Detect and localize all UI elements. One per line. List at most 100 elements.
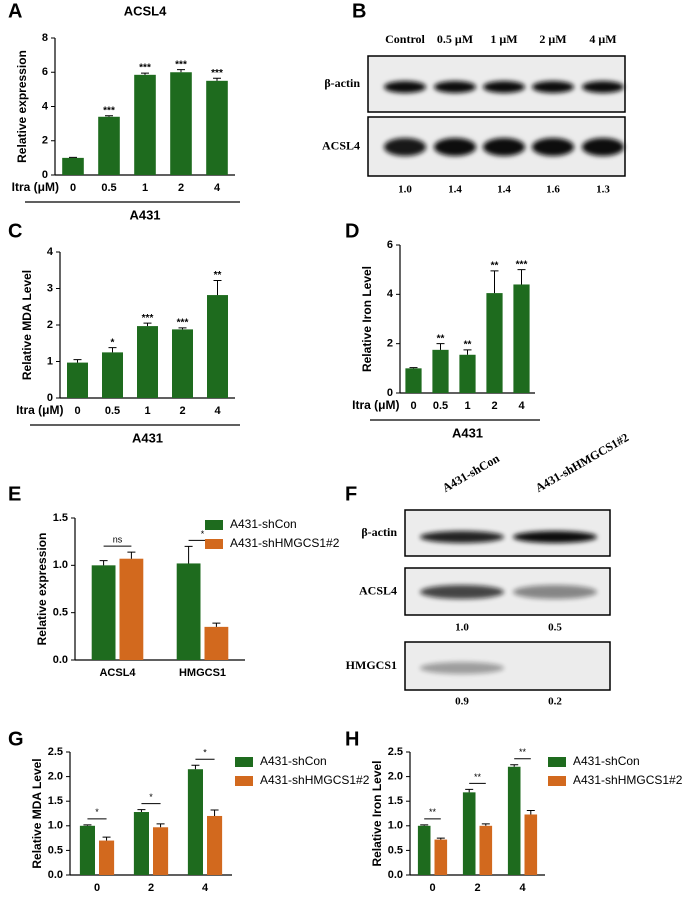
band-quantification: 1.6 bbox=[546, 184, 560, 196]
lane-label: 0.5 μM bbox=[437, 32, 473, 46]
bar bbox=[513, 284, 530, 393]
error-bar bbox=[465, 788, 474, 793]
error-bar bbox=[127, 551, 136, 559]
comparison-label: * bbox=[201, 529, 205, 539]
error-bar bbox=[137, 809, 146, 813]
blot-band bbox=[581, 81, 625, 93]
error-bar bbox=[210, 809, 219, 816]
legend-swatch bbox=[548, 776, 566, 786]
legend-label: A431-shHMGCS1#2 bbox=[260, 773, 370, 787]
error-bar bbox=[409, 367, 418, 369]
panel-label: E bbox=[8, 483, 21, 505]
blot-band bbox=[512, 531, 598, 543]
bar bbox=[119, 558, 144, 660]
bar bbox=[187, 769, 203, 875]
x-tick-label: 4 bbox=[519, 882, 526, 894]
bar bbox=[153, 827, 169, 875]
y-tick-label: 0 bbox=[47, 392, 53, 404]
bar bbox=[462, 792, 476, 875]
y-tick-label: 0.5 bbox=[53, 607, 68, 619]
y-tick-label: 3 bbox=[47, 282, 53, 294]
significance-label: *** bbox=[516, 259, 528, 270]
x-tick-label: 0 bbox=[410, 400, 416, 412]
x-axis-label: Itra (μM) bbox=[12, 180, 59, 194]
x-tick-label: 0.5 bbox=[105, 405, 120, 417]
error-bar bbox=[143, 322, 152, 327]
y-tick-label: 0.0 bbox=[48, 869, 63, 881]
error-bar bbox=[178, 327, 187, 330]
error-bar bbox=[212, 622, 221, 627]
error-bar bbox=[73, 359, 82, 363]
group-label: A431 bbox=[452, 425, 483, 440]
y-tick-label: 2.0 bbox=[388, 771, 403, 783]
x-tick-label: 4 bbox=[518, 400, 525, 412]
x-tick-label: 1 bbox=[464, 400, 470, 412]
y-tick-label: 0 bbox=[42, 169, 48, 181]
y-tick-label: 6 bbox=[42, 66, 48, 78]
x-tick-label: 2 bbox=[474, 882, 480, 894]
comparison-label: ** bbox=[519, 747, 527, 757]
bar bbox=[207, 815, 223, 875]
error-bar bbox=[99, 560, 108, 566]
group-label: A431 bbox=[132, 430, 163, 445]
bar bbox=[91, 565, 116, 660]
bar bbox=[172, 329, 193, 398]
x-axis-label: Itra (μM) bbox=[16, 403, 63, 417]
comparison-label: ns bbox=[113, 534, 123, 544]
panel-label: F bbox=[345, 483, 357, 505]
error-bar bbox=[436, 837, 445, 840]
panel-label: C bbox=[8, 220, 22, 242]
y-tick-label: 4 bbox=[42, 100, 49, 112]
x-tick-label: 2 bbox=[179, 405, 185, 417]
legend-swatch bbox=[205, 520, 223, 530]
blot-band bbox=[383, 138, 427, 156]
band-quantification: 1.3 bbox=[596, 184, 610, 196]
band-quantification: 0.9 bbox=[455, 696, 469, 708]
error-bar bbox=[102, 836, 111, 841]
band-quantification: 1.4 bbox=[497, 184, 511, 196]
significance-label: *** bbox=[211, 68, 223, 79]
bar bbox=[99, 840, 115, 875]
blot-band bbox=[383, 81, 427, 93]
comparison-label: ** bbox=[474, 772, 482, 782]
lane-label: 1 μM bbox=[490, 32, 517, 46]
legend-swatch bbox=[548, 757, 566, 767]
legend-label: A431-shHMGCS1#2 bbox=[230, 536, 340, 550]
legend-swatch bbox=[235, 757, 253, 767]
error-bar bbox=[69, 156, 77, 158]
y-tick-label: 2.5 bbox=[48, 746, 63, 758]
y-axis-label: Relative MDA Level bbox=[20, 270, 34, 380]
y-tick-label: 1.5 bbox=[388, 795, 403, 807]
band-quantification: 0.2 bbox=[548, 696, 562, 708]
bar bbox=[134, 74, 156, 175]
error-bar bbox=[141, 72, 149, 75]
error-bar bbox=[156, 823, 165, 828]
error-bar bbox=[510, 764, 519, 767]
group-label: A431 bbox=[129, 207, 160, 222]
bar bbox=[459, 354, 476, 393]
legend-swatch bbox=[205, 539, 223, 549]
comparison-label: ** bbox=[429, 807, 437, 817]
band-quantification: 1.0 bbox=[455, 622, 469, 634]
x-tick-label: 2 bbox=[178, 182, 184, 194]
band-label: β-actin bbox=[324, 76, 360, 90]
band-quantification: 1.4 bbox=[448, 184, 462, 196]
bar bbox=[204, 626, 229, 660]
significance-label: * bbox=[111, 337, 115, 348]
significance-label: ** bbox=[464, 339, 472, 350]
error-bar bbox=[436, 343, 445, 350]
y-tick-label: 1.0 bbox=[48, 820, 63, 832]
y-tick-label: 1 bbox=[47, 355, 53, 367]
blot-band bbox=[419, 585, 505, 599]
blot-band bbox=[531, 81, 575, 93]
panel-label: H bbox=[345, 728, 359, 750]
bar bbox=[417, 825, 431, 875]
legend-label: A431-shHMGCS1#2 bbox=[573, 773, 683, 787]
error-bar bbox=[463, 349, 472, 355]
panel-label: G bbox=[8, 728, 24, 750]
band-label: β-actin bbox=[361, 525, 397, 539]
y-tick-label: 1.5 bbox=[48, 795, 63, 807]
y-axis-label: Relative expression bbox=[35, 533, 49, 646]
significance-label: ** bbox=[437, 333, 445, 344]
y-tick-label: 0.0 bbox=[53, 654, 68, 666]
